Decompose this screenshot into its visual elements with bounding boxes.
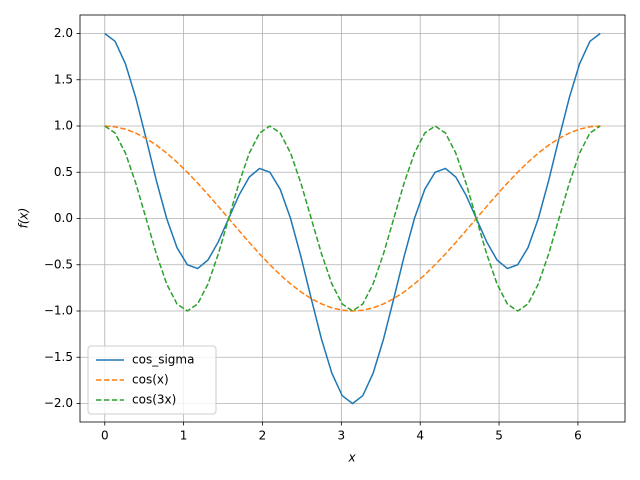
y-tick-label: 1.0	[54, 119, 73, 133]
legend-box	[87, 345, 217, 415]
y-tick-label: −1.0	[44, 304, 73, 318]
x-tick-label: 6	[574, 429, 582, 443]
y-tick-label: −1.5	[44, 350, 73, 364]
x-tick-label: 4	[416, 429, 424, 443]
y-tick-label: −2.0	[44, 396, 73, 410]
y-tick-label: 0.5	[54, 165, 73, 179]
y-tick-label: 0.0	[54, 211, 73, 225]
legend-label: cos(3x)	[132, 393, 176, 407]
x-tick-label: 5	[495, 429, 503, 443]
y-axis-label: f(x)	[17, 208, 31, 229]
line-series	[104, 125, 601, 312]
y-tick-label: 1.5	[54, 72, 73, 86]
x-axis-label: x	[347, 451, 356, 465]
line-series	[104, 125, 601, 312]
line-series	[104, 32, 601, 405]
y-tick-label: 2.0	[54, 26, 73, 40]
legend: cos_sigma cos(x) cos(3x)	[87, 345, 217, 415]
x-tick-label: 3	[338, 429, 346, 443]
plot-frame	[79, 14, 626, 423]
y-tick-label: −0.5	[44, 257, 73, 271]
legend-label: cos(x)	[132, 373, 169, 387]
legend-label: cos_sigma	[132, 353, 194, 367]
x-tick-label: 2	[259, 429, 267, 443]
x-tick-label: 0	[101, 429, 109, 443]
x-tick-label: 1	[180, 429, 188, 443]
